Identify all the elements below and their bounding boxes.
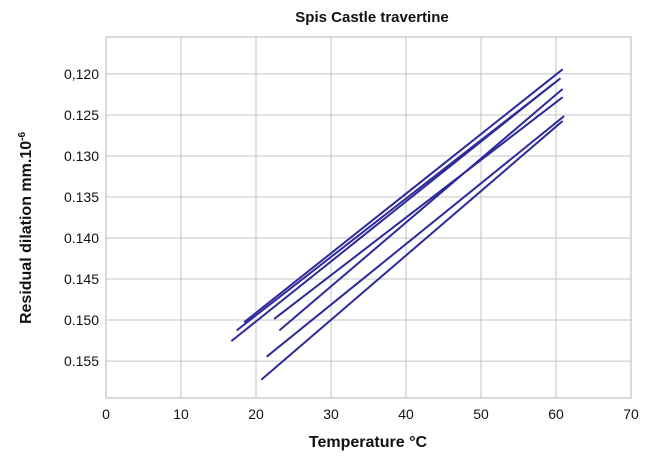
- plot-frame: [105, 36, 632, 399]
- series-line-5: [273, 96, 563, 320]
- series-line-7: [261, 120, 563, 381]
- chart-title: Spis Castle travertine: [295, 9, 448, 26]
- series-line-1: [243, 68, 563, 323]
- y-tick-label: 0.150: [64, 312, 99, 328]
- series-lines: [231, 68, 565, 381]
- y-axis-title-base: Residual dilation mm.10: [18, 141, 35, 324]
- x-tick-label: 0: [102, 406, 110, 422]
- series-line-6: [266, 115, 565, 358]
- y-axis-title-exponent: -6: [17, 132, 28, 141]
- x-tick-label: 40: [398, 406, 414, 422]
- x-tick-label: 50: [473, 406, 489, 422]
- x-tick-label: 20: [248, 406, 264, 422]
- x-tick-label: 30: [323, 406, 339, 422]
- series-line-3: [231, 83, 554, 342]
- y-tick-label: 0.130: [64, 148, 99, 164]
- x-tick-label: 10: [173, 406, 189, 422]
- y-tick-label: 0.145: [64, 271, 99, 287]
- x-tick-labels: 0 10 20 30 40 50 60 70: [102, 406, 639, 422]
- x-tick-label: 60: [548, 406, 564, 422]
- y-tick-label: 0.155: [64, 353, 99, 369]
- series-line-4: [279, 88, 563, 331]
- y-tick-labels: 0,120 0.125 0.130 0.135 0.140 0.145 0.150 0.155: [64, 66, 99, 369]
- y-tick-label: 0.125: [64, 107, 99, 123]
- y-tick-label: 0.135: [64, 189, 99, 205]
- x-axis-title: Temperature °C: [309, 434, 428, 451]
- y-tick-label: 0.140: [64, 230, 99, 246]
- y-tick-label: 0,120: [64, 66, 99, 82]
- y-axis-title: Residual dilation mm.10-6: [17, 132, 35, 324]
- x-tick-label: 70: [623, 406, 639, 422]
